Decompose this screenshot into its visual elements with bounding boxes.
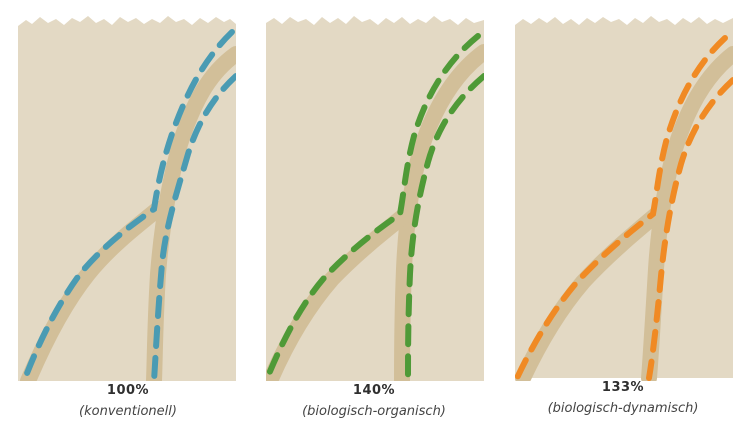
root-line-left (21, 29, 235, 381)
root-line-right (646, 77, 733, 381)
percent-label: 133% (601, 380, 645, 395)
panel-biologisch-dynamisch: 133% (biologisch-dynamisch) (515, 14, 733, 416)
percent-label: 140% (352, 383, 396, 398)
root-band-main (394, 44, 484, 381)
method-label: (biologisch-organisch) (302, 404, 446, 419)
root-line-right (151, 73, 236, 381)
panel-biologisch-organisch: 140% (biologisch-organisch) (266, 14, 484, 419)
root-illustration-konventionell (18, 16, 236, 381)
panel-konventionell: 100% (konventionell) (18, 14, 236, 419)
root-band-main (641, 46, 733, 381)
root-line-left (266, 33, 481, 381)
root-line-left (515, 35, 728, 381)
root-illustration-biologisch-organisch (266, 16, 484, 381)
method-label: (biologisch-dynamisch) (547, 401, 699, 416)
root-line-right (405, 73, 484, 381)
root-illustration-biologisch-dynamisch (515, 16, 733, 381)
root-band-branch (515, 206, 665, 381)
root-band-branch (266, 206, 414, 381)
method-label: (konventionell) (79, 404, 177, 419)
percent-label: 100% (106, 383, 150, 398)
root-band-branch (20, 201, 166, 381)
